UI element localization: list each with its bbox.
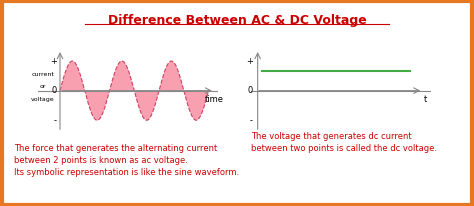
Text: time: time [205,95,224,104]
Text: current: current [31,72,54,77]
Text: -: - [54,116,57,125]
Text: +: + [50,56,57,66]
Text: voltage: voltage [31,97,55,102]
Text: t: t [424,95,428,104]
Text: The voltage that generates dc current
between two points is called the dc voltag: The voltage that generates dc current be… [251,132,437,153]
Text: or: or [39,84,46,89]
Text: The force that generates the alternating current
between 2 points is known as ac: The force that generates the alternating… [14,144,239,177]
Text: 0: 0 [247,86,253,95]
Text: 0: 0 [52,86,57,95]
Text: +: + [246,56,253,66]
Text: Difference Between AC & DC Voltage: Difference Between AC & DC Voltage [108,14,366,27]
Text: -: - [250,116,253,125]
